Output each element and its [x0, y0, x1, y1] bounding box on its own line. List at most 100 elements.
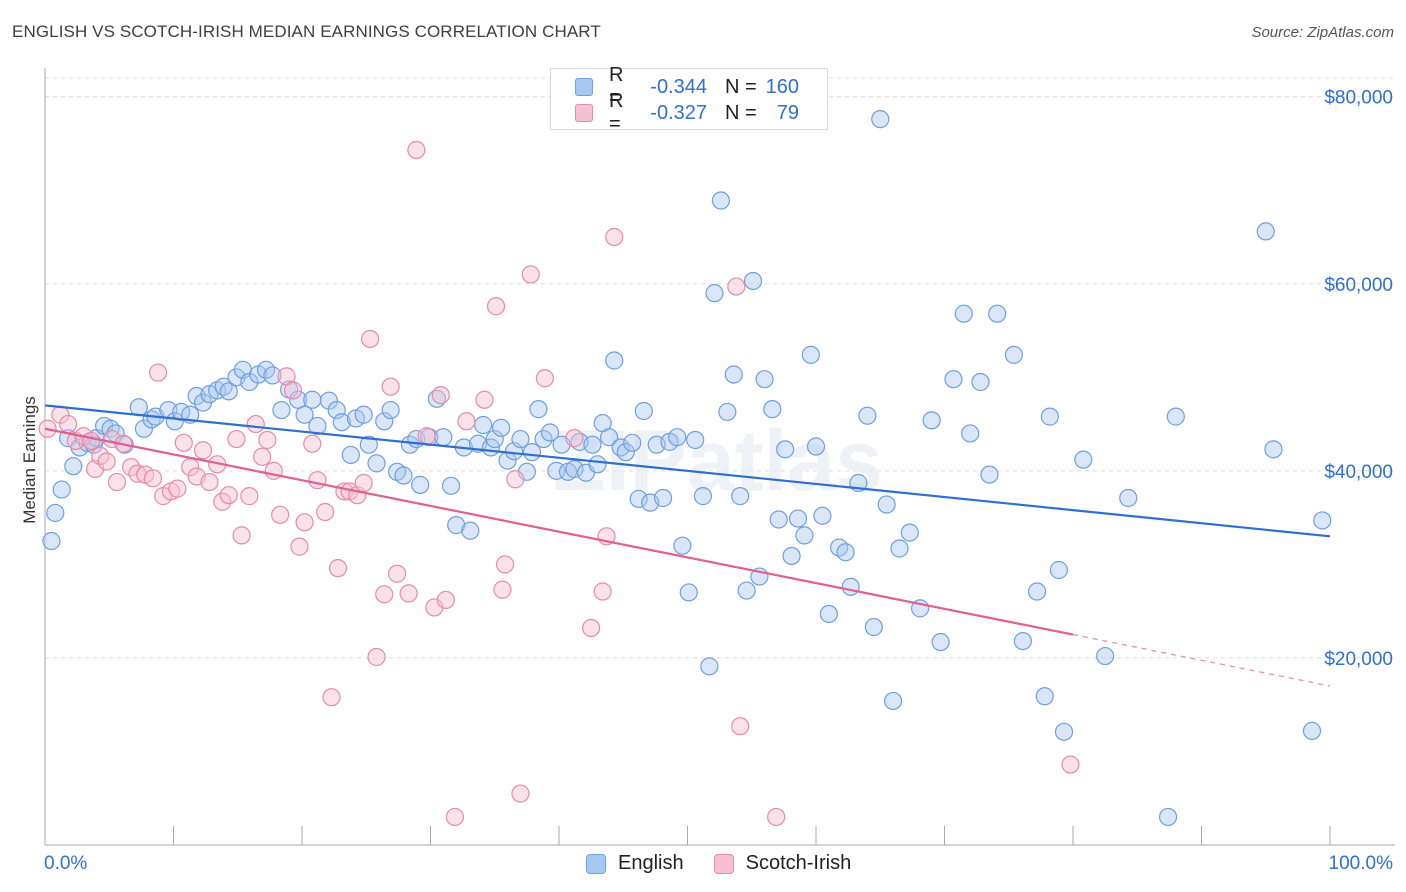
scotch-irish-swatch	[713, 853, 734, 874]
data-point	[890, 539, 909, 558]
y-tick-label: $40,000	[1324, 462, 1393, 483]
data-point	[42, 531, 61, 551]
data-point	[588, 455, 607, 474]
n-label: N =	[725, 75, 757, 98]
data-point	[795, 526, 814, 545]
data-point	[1027, 582, 1047, 601]
data-point	[782, 546, 801, 566]
data-point	[328, 559, 348, 578]
legend-item-scotch-irish[interactable]: Scotch-Irish	[713, 852, 852, 875]
r-value: -0.327	[650, 101, 707, 124]
data-point	[819, 604, 838, 624]
chart-source: Source: ZipAtlas.com	[1251, 24, 1394, 41]
data-point	[755, 370, 774, 389]
x-tick-label-left: 0.0%	[44, 853, 87, 874]
data-point	[431, 385, 450, 405]
correlation-legend: R = -0.344 N = 160 R = -0.327 N = 79	[550, 64, 828, 135]
data-point	[1313, 511, 1332, 530]
data-point	[737, 581, 756, 600]
data-point	[931, 632, 950, 652]
data-point	[332, 413, 351, 432]
data-point	[394, 466, 413, 485]
data-point	[303, 390, 322, 409]
data-point	[375, 585, 394, 604]
data-point	[441, 476, 461, 495]
data-point	[600, 428, 619, 447]
data-point	[399, 584, 418, 603]
data-point	[271, 505, 290, 524]
data-point	[582, 618, 601, 638]
data-point	[485, 429, 504, 449]
r-value: -0.344	[650, 75, 707, 98]
english-swatch	[575, 78, 593, 96]
data-point	[253, 447, 272, 466]
data-point	[871, 110, 890, 129]
data-point	[727, 277, 746, 296]
legend-label: Scotch-Irish	[745, 852, 852, 874]
data-point	[623, 433, 642, 452]
data-point	[461, 521, 480, 540]
data-point	[290, 537, 309, 556]
data-point	[864, 617, 883, 637]
legend-item-english[interactable]: English	[586, 852, 684, 875]
data-point	[836, 543, 855, 562]
data-point	[801, 345, 820, 364]
data-point	[1040, 407, 1059, 426]
data-point	[258, 430, 277, 450]
y-tick-label: $80,000	[1324, 88, 1393, 109]
n-value: 160	[765, 75, 799, 98]
data-point	[922, 411, 941, 430]
data-point	[59, 414, 78, 434]
data-point	[308, 416, 327, 436]
data-point	[1166, 407, 1185, 426]
trend-line-extension	[1072, 633, 1331, 687]
data-point	[535, 369, 554, 388]
data-point	[511, 784, 530, 803]
data-point	[272, 400, 291, 420]
legend-row-english: R = -0.344 N = 160	[575, 64, 799, 109]
data-point	[988, 304, 1007, 323]
data-point	[700, 657, 719, 676]
data-point	[193, 441, 213, 460]
x-tick-label-right: 100.0%	[1329, 853, 1394, 874]
data-point	[174, 433, 193, 452]
data-point	[731, 487, 750, 506]
data-point	[806, 437, 826, 456]
data-point	[82, 431, 101, 451]
scotch-irish-swatch	[575, 104, 593, 122]
trend-line	[44, 404, 1331, 538]
data-point	[121, 458, 141, 477]
data-point	[219, 486, 238, 505]
data-point	[511, 429, 530, 449]
data-point	[858, 406, 877, 425]
data-point	[457, 412, 476, 431]
data-point	[308, 471, 327, 490]
data-point	[411, 475, 430, 494]
data-point	[1013, 631, 1032, 651]
legend-label: English	[618, 852, 684, 874]
english-swatch	[586, 853, 606, 874]
data-point	[381, 377, 400, 396]
data-point	[359, 435, 378, 454]
data-point	[679, 583, 698, 602]
data-point	[168, 479, 187, 498]
data-point	[877, 495, 896, 514]
data-point	[219, 382, 238, 401]
data-point	[407, 140, 426, 160]
n-value: 79	[776, 101, 799, 124]
data-point	[322, 688, 341, 707]
legend-row-scotch-irish: R = -0.327 N = 79	[575, 90, 799, 135]
data-point	[289, 390, 308, 409]
data-point	[283, 381, 303, 400]
data-point	[788, 509, 808, 528]
data-point	[361, 329, 380, 349]
data-point	[634, 401, 653, 421]
data-point	[776, 440, 795, 459]
data-point	[1096, 646, 1115, 666]
trend-line	[44, 427, 1074, 636]
data-point	[1302, 721, 1322, 740]
data-point	[417, 427, 436, 446]
english-points	[42, 110, 1332, 827]
data-point	[319, 391, 339, 410]
data-point	[731, 717, 750, 736]
